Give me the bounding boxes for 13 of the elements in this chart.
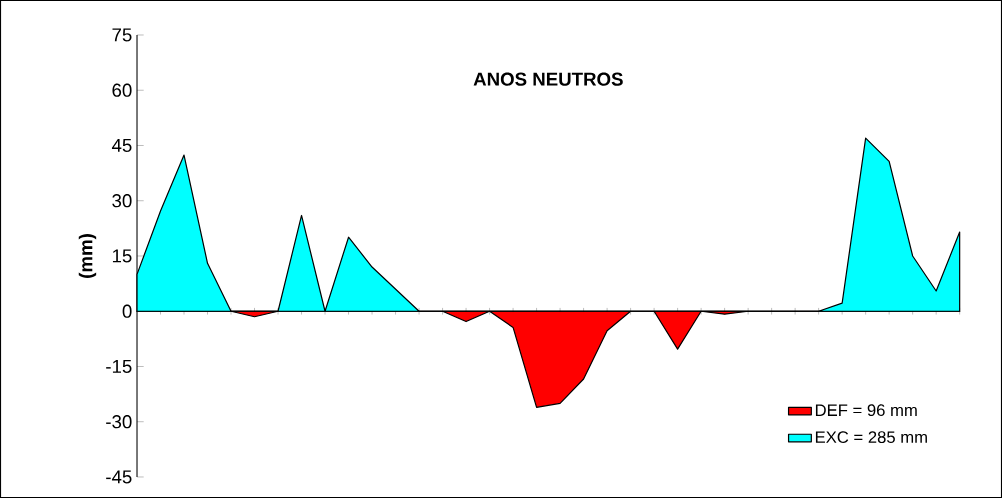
y-tick-label: 30 <box>112 194 132 208</box>
y-tick-label: -15 <box>106 359 132 373</box>
y-tick-label: 15 <box>112 249 132 263</box>
y-axis-title: (mm) <box>78 234 97 278</box>
y-tick-label: 0 <box>122 304 132 318</box>
legend-label: EXC = 285 mm <box>815 431 927 444</box>
y-tick-label: 60 <box>112 83 132 97</box>
legend-label: DEF = 96 mm <box>815 404 917 417</box>
y-tick-label: 75 <box>112 28 132 42</box>
y-tick-label: -30 <box>106 415 132 429</box>
text: ANOS NEUTROS <box>473 72 623 86</box>
y-tick-label: -45 <box>106 470 132 484</box>
y-tick-label: 45 <box>111 138 132 153</box>
